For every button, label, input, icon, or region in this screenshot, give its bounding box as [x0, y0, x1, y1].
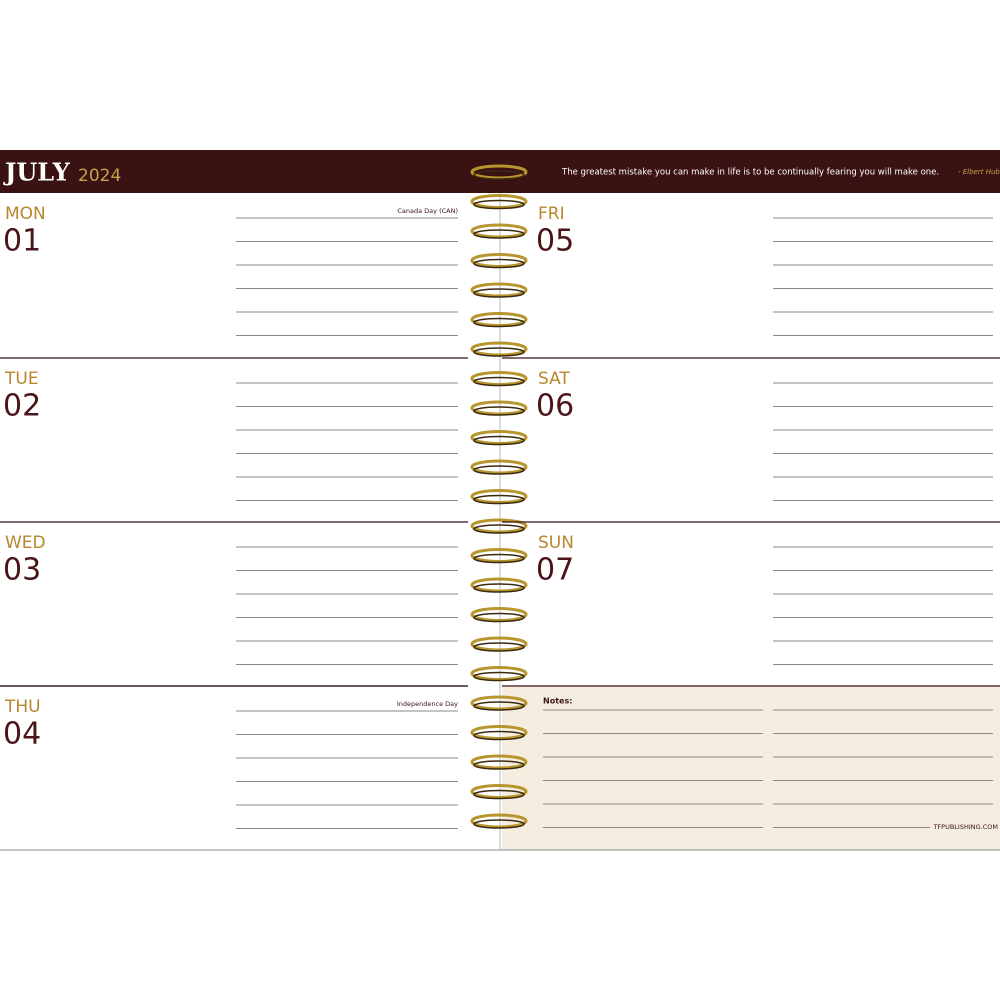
spiral-coil-shadow	[473, 406, 525, 416]
day-date: 04	[3, 717, 41, 752]
day-date: 01	[3, 224, 41, 259]
spiral-coil	[470, 813, 528, 829]
spiral-coil-shadow	[473, 347, 525, 357]
spiral-coil	[470, 784, 528, 799]
spiral-coil-shadow	[473, 229, 525, 239]
holiday: Independence Day	[397, 700, 458, 708]
footer: TFPUBLISHING.COM	[932, 823, 998, 831]
day-date: 03	[3, 553, 41, 588]
spiral-coil	[470, 607, 528, 622]
quote: The greatest mistake you can make in lif…	[561, 168, 939, 178]
day-date: 02	[3, 389, 41, 424]
day-date: 05	[536, 224, 574, 259]
spiral-coil-shadow	[473, 701, 525, 711]
spiral-coil-shadow	[473, 760, 525, 770]
spiral-coil-shadow	[473, 465, 525, 475]
day-name: MON	[5, 204, 46, 224]
spiral-coil	[470, 430, 528, 445]
notes-label: Notes:	[543, 697, 572, 706]
spiral-coil	[470, 253, 528, 268]
spiral-coil	[470, 548, 528, 563]
spiral-coil-shadow	[473, 583, 525, 593]
spiral-coil-shadow	[473, 494, 525, 505]
spiral-coil	[470, 371, 528, 386]
notes-panel	[502, 686, 1000, 850]
spiral-coil-shadow	[473, 170, 525, 180]
day-date: 06	[536, 389, 574, 424]
spiral-coil	[470, 282, 528, 298]
spiral-coil	[470, 341, 528, 357]
spiral-coil-shadow	[473, 819, 525, 829]
spiral-coil	[470, 400, 528, 416]
spiral-coil-shadow	[473, 642, 525, 652]
spiral-coil-shadow	[473, 376, 525, 387]
day-name: WED	[5, 533, 46, 553]
spiral-coil	[470, 754, 528, 770]
spiral-coil	[470, 725, 528, 740]
spiral-coil	[470, 223, 528, 239]
day-name: FRI	[538, 204, 565, 224]
day-name: SUN	[538, 533, 574, 553]
spiral-coil	[470, 459, 528, 475]
spiral-coil	[470, 577, 528, 593]
spiral-coil	[470, 489, 528, 504]
quote-attribution: - Elbert Hubb	[958, 168, 1000, 176]
month: JULY	[3, 158, 71, 187]
spiral-coil	[470, 636, 528, 652]
spiral-coil	[470, 666, 528, 681]
spiral-coil-shadow	[473, 553, 525, 564]
holiday: Canada Day (CAN)	[397, 207, 458, 215]
year: 2024	[78, 166, 121, 186]
spiral-coil-shadow	[473, 612, 525, 623]
spiral-coil-shadow	[473, 671, 525, 682]
spiral-coil-shadow	[473, 435, 525, 446]
spiral-binding	[470, 164, 528, 829]
day-date: 07	[536, 553, 574, 588]
day-name: TUE	[4, 369, 39, 389]
spiral-coil-shadow	[473, 730, 525, 741]
day-name: SAT	[538, 369, 570, 389]
spiral-coil	[470, 312, 528, 327]
day-name: THU	[4, 697, 41, 717]
spiral-coil	[470, 164, 528, 180]
spiral-coil	[470, 695, 528, 711]
spiral-coil-shadow	[473, 288, 525, 298]
spiral-coil-shadow	[473, 258, 525, 269]
spiral-coil-shadow	[473, 317, 525, 328]
spiral-coil	[470, 518, 528, 534]
spiral-coil	[470, 194, 528, 209]
spiral-coil-shadow	[473, 524, 525, 534]
spiral-coil-shadow	[473, 199, 525, 210]
spiral-coil-shadow	[473, 789, 525, 800]
